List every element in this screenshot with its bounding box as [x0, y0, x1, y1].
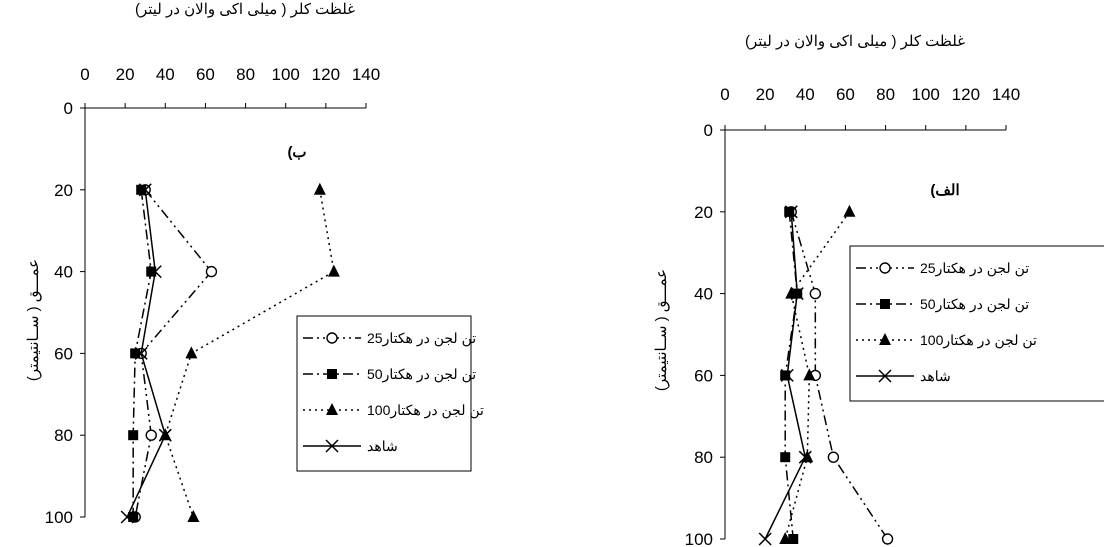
data-point-2 [843, 204, 856, 217]
legend-box [296, 315, 472, 472]
x-tick-label: 60 [196, 65, 215, 84]
panel-label: الف) [930, 182, 959, 199]
x-tick-label: 120 [952, 85, 980, 104]
y-tick-label: 100 [45, 508, 73, 527]
data-point-2 [327, 264, 340, 277]
x-tick-label: 140 [352, 65, 380, 84]
data-point-3 [790, 287, 804, 301]
y-tick-label: 80 [54, 426, 73, 445]
x-axis-title: غلظت کلر ( میلی اکی والان در لیتر) [135, 1, 355, 18]
data-point-0 [809, 287, 822, 300]
data-point-3 [780, 368, 794, 382]
legend-marker [879, 262, 891, 274]
x-tick-label: 140 [992, 85, 1020, 104]
y-tick-label: 0 [64, 99, 73, 118]
y-tick-label: 60 [694, 366, 713, 385]
x-tick-label: 80 [876, 85, 895, 104]
data-point-1 [788, 534, 799, 544]
data-point-3 [148, 265, 162, 279]
data-point-0 [145, 429, 157, 441]
data-point-3 [784, 205, 798, 219]
x-tick-label: 40 [796, 85, 815, 104]
data-point-1 [780, 370, 791, 381]
legend-label: شاهد [920, 368, 951, 384]
y-tick-label: 20 [694, 203, 713, 222]
data-point-1 [136, 184, 147, 195]
x-tick-label: 100 [272, 65, 300, 84]
y-tick-label: 20 [54, 181, 73, 200]
legend-label: 50تن لجن در هکتار [920, 296, 1029, 313]
y-axis-title: عمـــق ( ســانتیمتر) [653, 269, 670, 391]
series-line-0 [790, 211, 889, 540]
x-tick-label: 120 [312, 65, 340, 84]
x-tick-label: 20 [756, 85, 775, 104]
legend-label: 25تن لجن در هکتار [367, 330, 476, 347]
legend-marker [326, 332, 338, 344]
data-point-0 [205, 265, 218, 278]
legend-marker [878, 369, 892, 383]
data-point-3 [138, 183, 152, 197]
chart-panel-1: 0 20 40 60 80 100 120 140 0 20 40 60 80 100 غلظت کلر (… [653, 33, 1104, 547]
data-point-3 [134, 346, 148, 360]
data-point-3 [798, 450, 812, 464]
x-tick-label: 20 [116, 65, 135, 84]
data-point-2 [313, 182, 326, 195]
y-tick-label: 40 [54, 263, 73, 282]
data-point-2 [187, 510, 200, 522]
data-point-2 [185, 346, 198, 359]
data-point-1 [146, 266, 157, 277]
panel-label: ب) [287, 144, 306, 161]
legend-marker [327, 369, 337, 379]
x-tick-label: 100 [912, 85, 940, 104]
legend-label: 100تن لجن در هکتار [920, 332, 1037, 349]
legend-marker [325, 439, 339, 453]
y-tick-label: 40 [694, 285, 713, 304]
legend-label: 50تن لجن در هکتار [367, 366, 476, 383]
data-point-2 [803, 368, 816, 381]
legend-label: شاهد [367, 438, 398, 454]
legend-marker [880, 299, 890, 309]
x-tick-label: 80 [236, 65, 255, 84]
x-axis-title: غلظت کلر ( میلی اکی والان در لیتر) [745, 33, 965, 50]
data-point-0 [881, 533, 894, 545]
legend-label: 25تن لجن در هکتار [920, 260, 1029, 277]
x-tick-label: 0 [80, 65, 89, 84]
data-point-1 [130, 348, 141, 359]
data-point-3 [758, 532, 772, 546]
data-point-1 [128, 430, 139, 441]
legend-marker [326, 403, 338, 415]
y-tick-label: 0 [704, 121, 713, 140]
chart-panel-0: 0 20 40 60 80 100 120 140 0 20 40 60 80 100 غلظت کلر (… [25, 1, 484, 527]
legend-box [849, 245, 1104, 402]
data-point-3 [158, 428, 172, 442]
x-tick-label: 0 [720, 85, 729, 104]
legend-label: 100تن لجن در هکتار [367, 402, 484, 419]
data-point-2 [779, 532, 792, 544]
data-point-3 [120, 510, 134, 524]
y-tick-label: 60 [54, 344, 73, 363]
legend-marker [879, 333, 891, 345]
y-tick-label: 100 [685, 530, 713, 547]
data-point-1 [784, 206, 795, 217]
series-line-2 [784, 211, 851, 540]
data-point-0 [827, 451, 840, 463]
y-tick-label: 80 [694, 448, 713, 467]
x-tick-label: 40 [156, 65, 175, 84]
data-point-1 [128, 512, 139, 522]
x-tick-label: 60 [836, 85, 855, 104]
y-axis-title: عمـــق ( ســانتیمتر) [25, 259, 42, 381]
data-point-1 [780, 452, 791, 463]
